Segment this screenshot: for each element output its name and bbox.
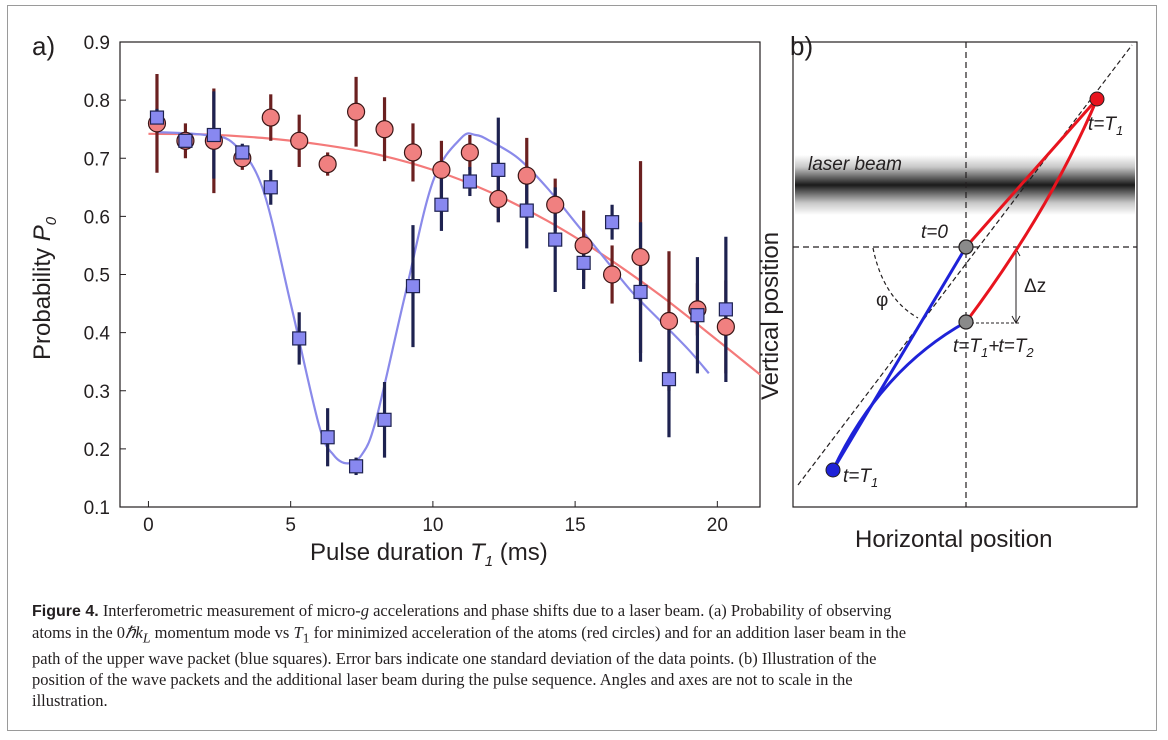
blue-square-point	[549, 233, 562, 246]
blue-square-point	[492, 163, 505, 176]
caption-text-1b: accelerations and phase shifts due to a …	[369, 601, 891, 620]
y-tick-label: 0.2	[84, 440, 110, 461]
blue-square-point	[520, 204, 533, 217]
caption-sub-1: 1	[303, 630, 310, 645]
blue-square-point	[378, 413, 391, 426]
caption-k: k	[136, 623, 143, 642]
caption-text-2a: atoms in the 0	[32, 623, 125, 642]
tT1T2-label: t=T1+t=T2	[953, 336, 1034, 360]
caption-text-3: path of the upper wave packet (blue squa…	[32, 649, 876, 668]
blue-square-point	[207, 129, 220, 142]
red-circle-point	[604, 266, 621, 283]
caption-text-2b: momentum mode vs	[150, 623, 293, 642]
y-tick-label: 0.7	[84, 149, 110, 170]
red-circle-point	[632, 249, 649, 266]
blue-square-point	[406, 280, 419, 293]
plot-area-a	[120, 42, 760, 507]
tT1-bottom-label: t=T1	[843, 466, 878, 490]
y-tick-label: 0.5	[84, 266, 110, 287]
red-circle-point	[547, 196, 564, 213]
x-tick-label: 10	[422, 515, 443, 536]
caption-g: g	[361, 601, 369, 620]
laser-beam-label: laser beam	[808, 154, 902, 175]
blue-square-point	[662, 373, 675, 386]
phi-label: φ	[876, 290, 888, 311]
blue-square-point	[150, 111, 163, 124]
x-axis-title: Pulse duration T1 (ms)	[310, 539, 548, 570]
blue-square-point	[634, 285, 647, 298]
blue-endpoint	[826, 463, 840, 477]
figure-caption: Figure 4. Interferometric measurement of…	[32, 600, 1142, 711]
red-circle-point	[490, 190, 507, 207]
x-axis: 0 5 10 15 20	[143, 501, 728, 536]
b-y-axis-title: Vertical position	[757, 232, 784, 400]
y-tick-label: 0.4	[84, 324, 111, 345]
blue-square-point	[350, 460, 363, 473]
caption-text-2c: for minimized acceleration of the atoms …	[310, 623, 907, 642]
t0-label: t=0	[921, 222, 948, 243]
red-circle-point	[376, 121, 393, 138]
red-circle-point	[717, 318, 734, 335]
tT1-top-label: t=T1	[1088, 114, 1123, 138]
blue-path-upper	[833, 247, 966, 470]
red-circle-point	[518, 167, 535, 184]
start-point	[959, 240, 973, 254]
caption-hbar: ℏ	[125, 623, 135, 642]
caption-T: T	[293, 623, 302, 642]
panel-a-label: a)	[32, 31, 55, 61]
blue-square-point	[293, 332, 306, 345]
dz-label: Δz	[1024, 276, 1046, 297]
blue-square-point	[719, 303, 732, 316]
red-circle-point	[461, 144, 478, 161]
red-circle-point	[291, 132, 308, 149]
x-tick-label: 15	[565, 515, 586, 536]
y-tick-label: 0.1	[84, 498, 110, 519]
red-circle-point	[262, 109, 279, 126]
blue-path-lower	[833, 322, 966, 470]
blue-square-point	[236, 146, 249, 159]
gravity-tilt-line	[798, 45, 1132, 485]
y-axis-title: Probability P0	[29, 216, 60, 360]
blue-square-point	[463, 175, 476, 188]
x-tick-label: 20	[707, 515, 728, 536]
caption-text-1: Interferometric measurement of micro-	[99, 601, 361, 620]
blue-square-point	[264, 181, 277, 194]
red-circle-point	[660, 313, 677, 330]
caption-text-4: position of the wave packets and the add…	[32, 670, 853, 689]
blue-square-point	[321, 431, 334, 444]
red-circle-point	[433, 161, 450, 178]
blue-square-point	[606, 216, 619, 229]
y-tick-label: 0.9	[84, 33, 110, 54]
y-tick-label: 0.3	[84, 382, 110, 403]
x-tick-label: 0	[143, 515, 154, 536]
caption-figure-label: Figure 4.	[32, 603, 99, 620]
caption-text-5: illustration.	[32, 691, 108, 710]
red-circle-point	[404, 144, 421, 161]
blue-square-point	[179, 134, 192, 147]
blue-square-point	[577, 256, 590, 269]
y-tick-label: 0.6	[84, 207, 110, 228]
second-point	[959, 315, 973, 329]
y-tick-label: 0.8	[84, 91, 110, 112]
b-x-axis-title: Horizontal position	[855, 526, 1052, 553]
blue-fit-curve	[157, 132, 709, 463]
red-endpoint	[1090, 92, 1104, 106]
red-circle-point	[348, 103, 365, 120]
red-circle-point	[575, 237, 592, 254]
blue-square-point	[435, 198, 448, 211]
x-tick-label: 5	[285, 515, 296, 536]
red-circle-point	[319, 156, 336, 173]
error-bars	[157, 74, 726, 475]
blue-square-point	[691, 309, 704, 322]
